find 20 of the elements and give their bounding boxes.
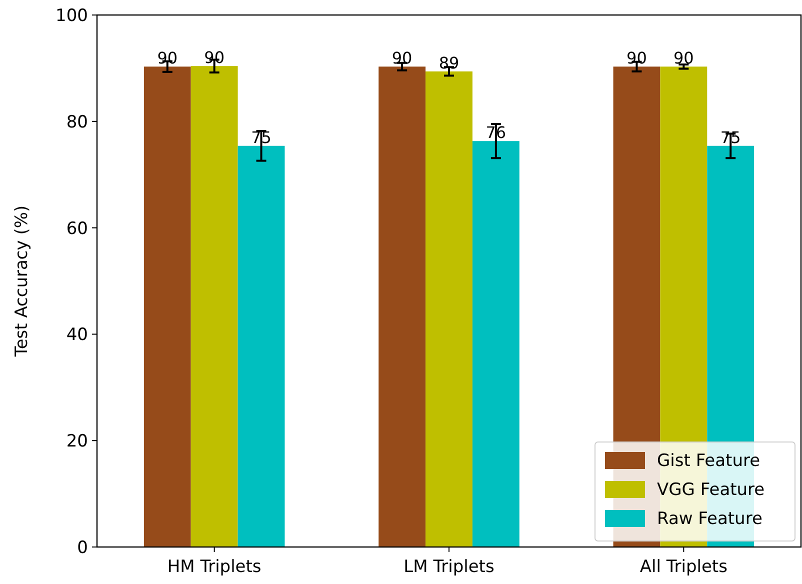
y-tick-label: 80 bbox=[66, 112, 88, 132]
y-tick-label: 40 bbox=[66, 325, 88, 346]
bar bbox=[238, 146, 285, 547]
bar bbox=[426, 71, 472, 547]
y-tick-label: 0 bbox=[77, 538, 88, 558]
bar bbox=[378, 66, 426, 547]
bar bbox=[472, 141, 520, 547]
bar bbox=[144, 66, 191, 547]
y-tick-label: 20 bbox=[66, 432, 88, 452]
legend-label: VGG Feature bbox=[657, 480, 765, 500]
legend-label: Raw Feature bbox=[657, 509, 762, 529]
y-tick-label: 100 bbox=[56, 6, 88, 26]
x-tick-label: LM Triplets bbox=[404, 557, 494, 577]
y-tick-label: 60 bbox=[66, 218, 88, 239]
y-axis-title: Test Accuracy (%) bbox=[12, 205, 32, 358]
data-label: 90 bbox=[673, 48, 694, 68]
x-tick-label: All Triplets bbox=[640, 557, 728, 577]
x-tick-label: HM Triplets bbox=[167, 557, 262, 577]
bar bbox=[190, 66, 238, 547]
legend-label: Gist Feature bbox=[657, 451, 760, 471]
